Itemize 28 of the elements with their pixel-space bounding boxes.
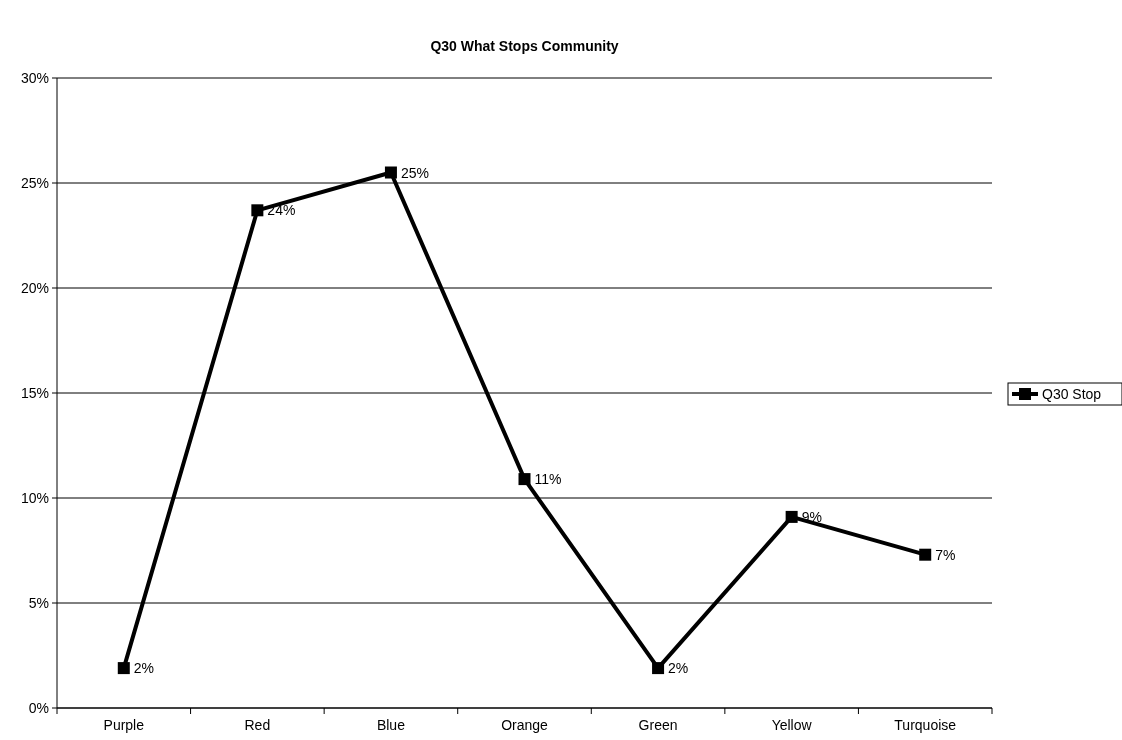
- point: [652, 662, 665, 675]
- x-tick-label: Red: [244, 717, 271, 733]
- data-label: 25%: [400, 164, 429, 181]
- x-tick-label: Green: [638, 717, 678, 733]
- x-tick-label: Turquoise: [894, 717, 957, 733]
- data-label: 2%: [133, 660, 155, 677]
- point: [384, 166, 397, 179]
- y-tick-label: 15%: [20, 385, 49, 401]
- data-label: 7%: [935, 546, 956, 563]
- point: [518, 473, 531, 486]
- chart-title: Q30 What Stops Community: [430, 38, 619, 54]
- y-tick-label: 30%: [20, 70, 49, 86]
- x-tick-label: Blue: [376, 717, 406, 733]
- y-tick-label: 25%: [20, 175, 49, 191]
- point: [251, 204, 264, 217]
- y-tick-label: 5%: [28, 595, 49, 611]
- data-label: 2%: [668, 660, 689, 677]
- y-tick-label: 20%: [20, 280, 49, 296]
- x-tick-label: Purple: [103, 717, 145, 733]
- point: [785, 510, 798, 523]
- x-tick-label: Orange: [501, 717, 549, 733]
- data-label: 11%: [534, 471, 562, 488]
- legend-label: Q30 Stop: [1042, 386, 1102, 402]
- y-tick-label: 10%: [20, 490, 49, 506]
- point: [117, 662, 130, 675]
- point: [919, 548, 932, 561]
- y-tick-label: 0%: [28, 700, 49, 716]
- x-tick-label: Yellow: [771, 717, 813, 733]
